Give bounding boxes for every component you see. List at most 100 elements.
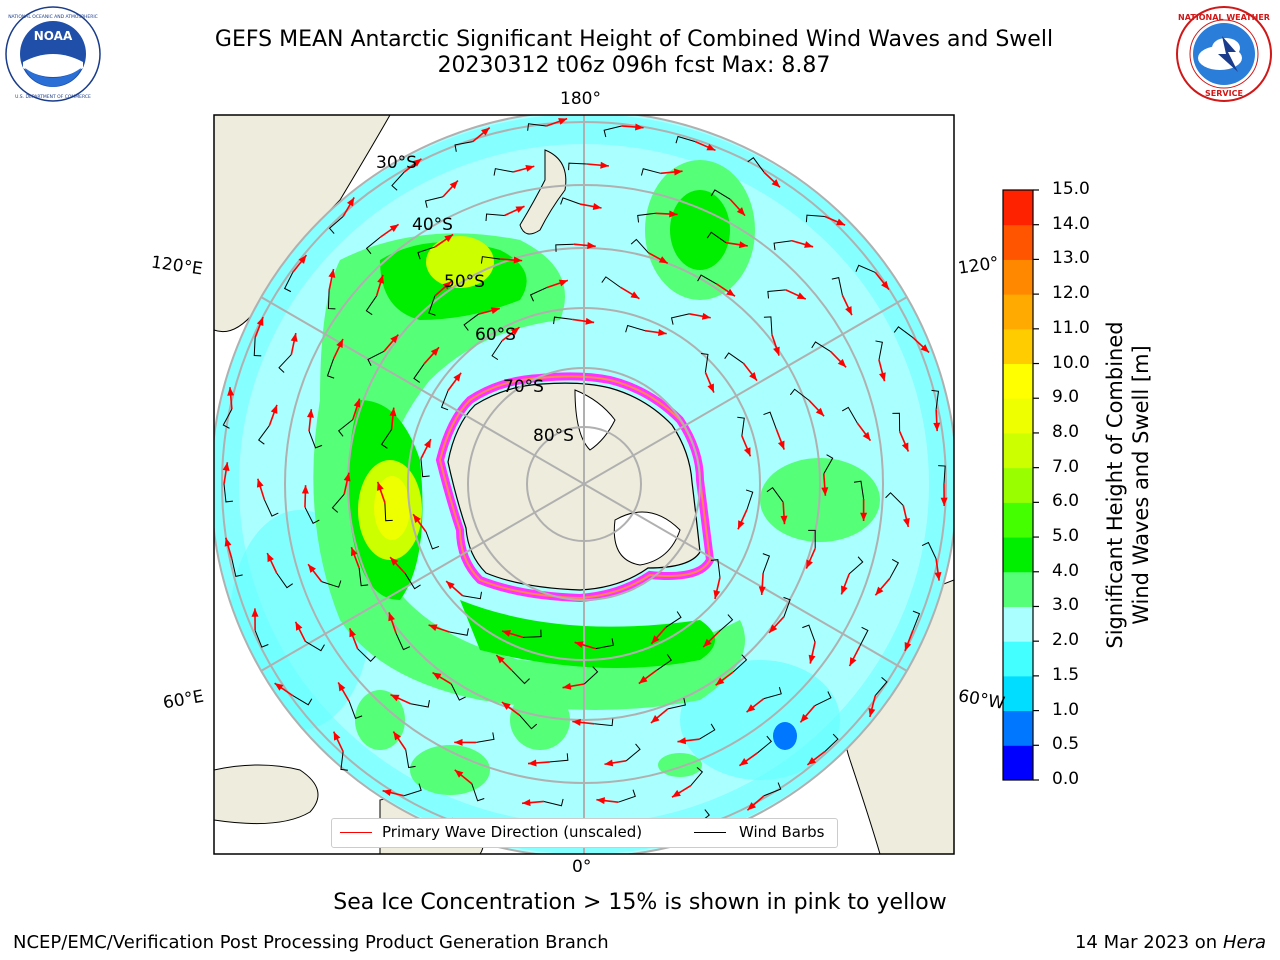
wind-barb (823, 454, 834, 475)
wave-direction-arrowhead (737, 520, 745, 530)
wind-barb (706, 231, 727, 244)
wave-direction-arrowhead (596, 797, 606, 805)
wave-direction-arrowhead (454, 769, 464, 778)
wind-barb (762, 553, 771, 574)
colorbar-label-line2: Wind Waves and Swell [m] (1129, 345, 1153, 625)
wave-direction-arrowhead (758, 586, 766, 595)
wave-direction-arrowhead (780, 515, 788, 525)
wave-direction-arrowhead (301, 485, 309, 494)
colorbar-segment (1003, 432, 1033, 469)
wind-barb (413, 363, 425, 383)
sea-ice-note: Sea Ice Concentration > 15% is shown in … (333, 890, 947, 915)
wave-direction-arrowhead (585, 317, 595, 325)
wind-barb (763, 782, 782, 797)
colorbar-tick-label: 9.0 (1052, 387, 1080, 408)
wave-direction-arrowhead (806, 559, 813, 569)
colorbar-label-line1: Significant Height of Combined (1103, 321, 1127, 649)
wind-barb (732, 654, 748, 673)
colorbar-segment (1003, 675, 1033, 712)
wind-barb (253, 337, 262, 357)
wind-barb (699, 723, 716, 740)
colorbar-segment (1003, 537, 1033, 573)
colorbar-tick-label: 7.0 (1052, 456, 1080, 477)
wind-barb (737, 416, 745, 437)
wave-direction-arrowhead (807, 757, 817, 765)
wave-direction-arrowhead (481, 127, 490, 136)
footer-host: Hera (1222, 932, 1266, 953)
colorbar (1003, 189, 1039, 781)
wind-barb (912, 610, 921, 631)
wave-direction-arrowhead (224, 537, 232, 547)
map-area (214, 115, 954, 854)
wind-barb (462, 591, 483, 600)
wave-direction-arrowhead (630, 291, 640, 299)
wave-direction-arrowhead (673, 168, 683, 176)
wave-direction-arrowhead (513, 256, 523, 264)
wave-direction-arrowhead (377, 481, 384, 491)
wind-barb (417, 246, 436, 260)
wind-barb (931, 389, 940, 410)
wind-barb (568, 162, 587, 171)
wind-barb (773, 240, 792, 251)
wave-direction-arrowhead (904, 641, 912, 651)
wave-direction-arrowhead (333, 731, 341, 741)
wave-direction-arrowhead (515, 206, 525, 213)
svg-text:U.S. DEPARTMENT OF COMMERCE: U.S. DEPARTMENT OF COMMERCE (15, 94, 91, 100)
footer-date-text: 14 Mar 2023 on (1074, 932, 1218, 953)
wave-direction-arrowhead (707, 383, 714, 393)
wave-direction-arrowhead (413, 514, 421, 523)
wave-direction-arrowhead (821, 487, 829, 496)
wave-direction-arrowhead (562, 682, 572, 690)
colorbar-segment (1003, 190, 1033, 226)
wind-barb (875, 340, 883, 361)
wave-direction-arrowhead (389, 224, 399, 232)
wave-direction-arrowhead (522, 799, 531, 807)
wind-barb (367, 350, 385, 366)
wind-barb (874, 676, 888, 696)
footer-date: 14 Mar 2023 on Hera (1075, 932, 1266, 953)
wave-direction-arrowhead (934, 571, 942, 581)
wave-direction-arrowhead (860, 512, 868, 522)
wind-barb (824, 733, 839, 752)
wave-direction-arrowhead (501, 702, 511, 710)
wind-barb (625, 743, 641, 762)
wave-direction-arrowhead (256, 317, 264, 327)
wind-barb (304, 506, 320, 524)
wind-barb (231, 558, 243, 578)
wind-barb (491, 340, 503, 361)
colorbar-tick-label: 2.0 (1052, 630, 1080, 651)
wave-direction-arrowhead (638, 675, 648, 684)
legend-wind-barbs-swatch (694, 832, 726, 833)
colorbar-segment (1003, 467, 1033, 503)
wind-barb (811, 341, 831, 352)
wave-direction-arrowhead (377, 274, 384, 284)
colorbar-tick-label: 5.0 (1052, 526, 1080, 547)
wind-barb (384, 502, 393, 522)
wave-direction-arrowhead (739, 758, 749, 766)
colorbar-tick-label: 0.5 (1052, 734, 1080, 755)
wind-barb (425, 531, 440, 550)
wave-direction-arrowhead (738, 241, 748, 249)
wind-barb (603, 125, 622, 138)
colorbar-tick-label: 8.0 (1052, 421, 1080, 442)
wind-barb (789, 388, 810, 401)
wind-barb (724, 352, 744, 364)
wave-direction-arrowhead (769, 624, 778, 633)
wave-direction-arrowhead (706, 143, 716, 151)
wave-direction-arrowhead (592, 203, 602, 210)
wind-barb (257, 425, 270, 445)
wind-barb (254, 630, 269, 648)
wind-barb (670, 313, 690, 325)
colorbar-tick-label: 0.0 (1052, 769, 1080, 789)
wave-direction-arrowhead (749, 371, 757, 381)
colorbar-segment (1003, 745, 1033, 781)
wind-barb (485, 213, 505, 222)
wave-direction-arrowhead (389, 407, 397, 417)
wind-barb (766, 486, 784, 503)
svg-text:NATIONAL WEATHER: NATIONAL WEATHER (1178, 13, 1270, 22)
wave-direction-arrowhead (328, 269, 336, 278)
wind-barb (326, 358, 335, 379)
colorbar-segment (1003, 259, 1033, 295)
lat-label-40s: 40°S (412, 215, 453, 235)
